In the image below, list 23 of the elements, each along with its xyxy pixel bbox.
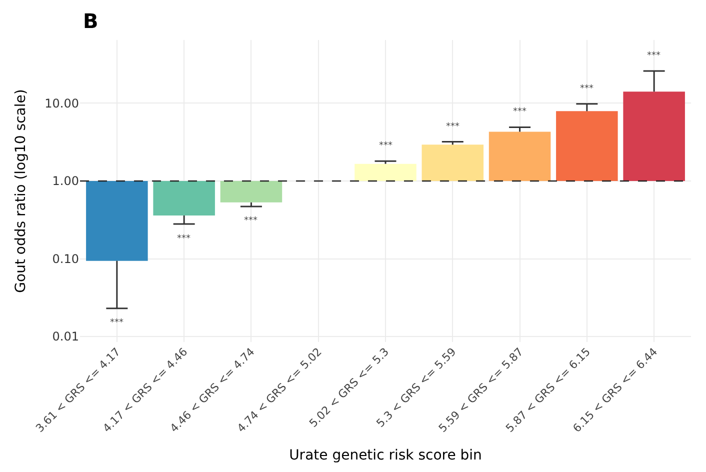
- annotation: ***: [446, 122, 460, 132]
- annotation: ***: [110, 318, 124, 328]
- annotation: ***: [379, 141, 393, 151]
- y-tick-label: 0.10: [52, 252, 79, 266]
- annotation: ***: [177, 234, 191, 244]
- bar: [354, 164, 416, 181]
- y-axis-title: Gout odds ratio (log10 scale): [13, 89, 30, 293]
- annotation: ***: [244, 216, 258, 226]
- x-axis-title: Urate genetic risk score bin: [289, 447, 482, 464]
- bar: [488, 132, 551, 181]
- bar: [153, 180, 215, 216]
- annotation: ***: [647, 51, 661, 61]
- bar: [220, 180, 282, 202]
- annotation: ***: [513, 107, 527, 117]
- chart-title: B: [83, 9, 98, 34]
- y-tick-label: 10.00: [44, 96, 79, 110]
- y-tick-label: 1.00: [52, 174, 79, 188]
- bar: [422, 144, 484, 181]
- bar: [556, 111, 618, 181]
- bar: [623, 92, 685, 181]
- bar: [86, 180, 148, 261]
- annotation: ***: [580, 84, 594, 94]
- y-tick-label: 0.01: [52, 330, 79, 344]
